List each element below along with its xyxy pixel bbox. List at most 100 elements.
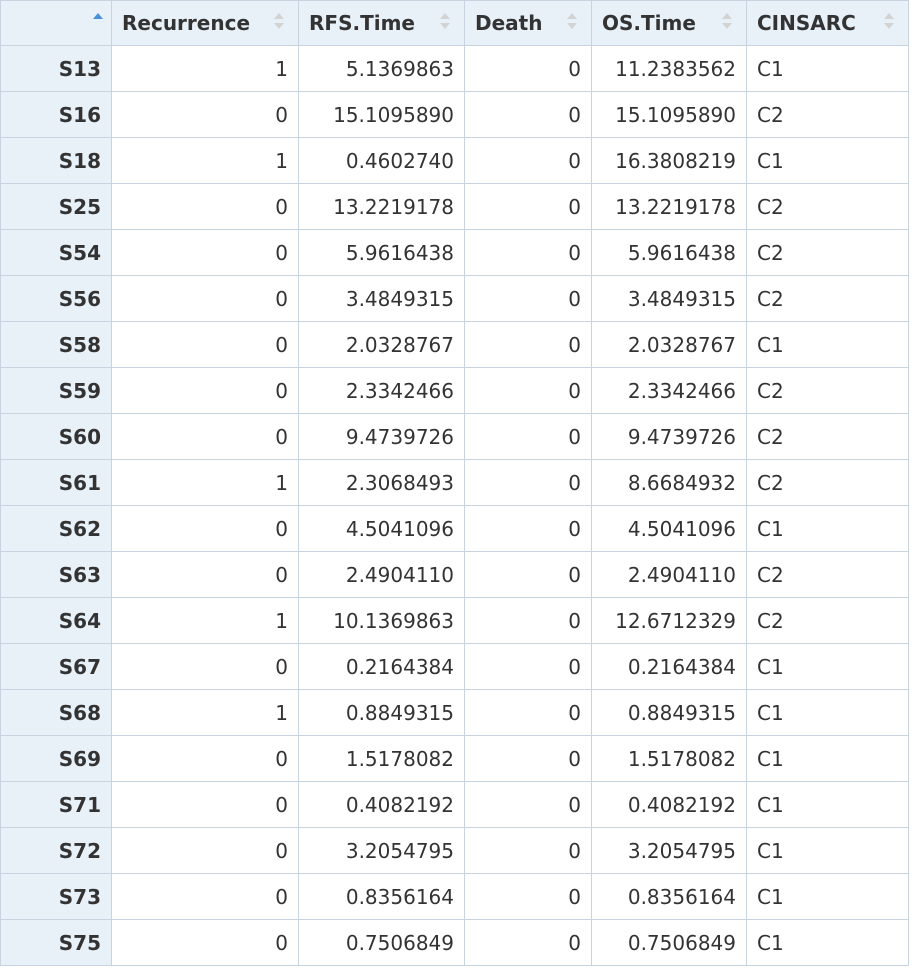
recurrence-cell: 0 [111, 321, 299, 368]
cinsarc-cell: C2 [746, 275, 909, 322]
recurrence-cell: 1 [111, 459, 299, 506]
rfs-time-cell: 2.3068493 [298, 459, 465, 506]
os-time-cell: 9.4739726 [591, 413, 747, 460]
column-header-death[interactable]: Death [464, 0, 592, 46]
rfs-time-cell: 2.0328767 [298, 321, 465, 368]
table-row[interactable]: S54 0 5.9616438 0 5.9616438 C2 [0, 229, 909, 276]
os-time-cell: 2.0328767 [591, 321, 747, 368]
column-header-recurrence[interactable]: Recurrence [111, 0, 299, 46]
column-header-os-time[interactable]: OS.Time [591, 0, 747, 46]
table-row[interactable]: S68 1 0.8849315 0 0.8849315 C1 [0, 689, 909, 736]
death-cell: 0 [464, 505, 592, 552]
table-row[interactable]: S71 0 0.4082192 0 0.4082192 C1 [0, 781, 909, 828]
table-row[interactable]: S56 0 3.4849315 0 3.4849315 C2 [0, 275, 909, 322]
recurrence-cell: 0 [111, 275, 299, 322]
sort-updown-icon[interactable] [884, 13, 894, 33]
table-row[interactable]: S75 0 0.7506849 0 0.7506849 C1 [0, 919, 909, 966]
column-header-label: OS.Time [602, 11, 696, 35]
table-row[interactable]: S73 0 0.8356164 0 0.8356164 C1 [0, 873, 909, 920]
table-row[interactable]: S67 0 0.2164384 0 0.2164384 C1 [0, 643, 909, 690]
rfs-time-cell: 5.1369863 [298, 45, 465, 92]
cinsarc-cell: C2 [746, 459, 909, 506]
table-row[interactable]: S60 0 9.4739726 0 9.4739726 C2 [0, 413, 909, 460]
death-cell: 0 [464, 827, 592, 874]
table-row[interactable]: S13 1 5.1369863 0 11.2383562 C1 [0, 45, 909, 92]
table-body: S13 1 5.1369863 0 11.2383562 C1 S16 0 15.1095890… [0, 45, 909, 966]
row-name-cell: S16 [0, 91, 112, 138]
recurrence-cell: 1 [111, 597, 299, 644]
sort-updown-icon[interactable] [722, 13, 732, 33]
death-cell: 0 [464, 229, 592, 276]
row-name-cell: S18 [0, 137, 112, 184]
table-row[interactable]: S64 1 10.1369863 0 12.6712329 C2 [0, 597, 909, 644]
column-header-cinsarc[interactable]: CINSARC [746, 0, 909, 46]
os-time-cell: 4.5041096 [591, 505, 747, 552]
os-time-cell: 15.1095890 [591, 91, 747, 138]
cinsarc-cell: C2 [746, 413, 909, 460]
recurrence-cell: 0 [111, 183, 299, 230]
table-row[interactable]: S62 0 4.5041096 0 4.5041096 C1 [0, 505, 909, 552]
table-row[interactable]: S72 0 3.2054795 0 3.2054795 C1 [0, 827, 909, 874]
rownames-column-header[interactable] [0, 0, 112, 46]
recurrence-cell: 0 [111, 91, 299, 138]
rfs-time-cell: 0.8849315 [298, 689, 465, 736]
rfs-time-cell: 0.7506849 [298, 919, 465, 966]
cinsarc-cell: C2 [746, 597, 909, 644]
rfs-time-cell: 1.5178082 [298, 735, 465, 782]
column-header-rfs-time[interactable]: RFS.Time [298, 0, 465, 46]
death-cell: 0 [464, 183, 592, 230]
recurrence-cell: 1 [111, 45, 299, 92]
row-name-cell: S60 [0, 413, 112, 460]
cinsarc-cell: C1 [746, 643, 909, 690]
table-row[interactable]: S63 0 2.4904110 0 2.4904110 C2 [0, 551, 909, 598]
recurrence-cell: 0 [111, 643, 299, 690]
cinsarc-cell: C2 [746, 229, 909, 276]
table-row[interactable]: S16 0 15.1095890 0 15.1095890 C2 [0, 91, 909, 138]
os-time-cell: 13.2219178 [591, 183, 747, 230]
table-row[interactable]: S25 0 13.2219178 0 13.2219178 C2 [0, 183, 909, 230]
row-name-cell: S71 [0, 781, 112, 828]
recurrence-cell: 1 [111, 137, 299, 184]
table-row[interactable]: S61 1 2.3068493 0 8.6684932 C2 [0, 459, 909, 506]
rfs-time-cell: 0.2164384 [298, 643, 465, 690]
cinsarc-cell: C1 [746, 919, 909, 966]
death-cell: 0 [464, 137, 592, 184]
cinsarc-cell: C2 [746, 367, 909, 414]
recurrence-cell: 0 [111, 505, 299, 552]
cinsarc-cell: C1 [746, 321, 909, 368]
death-cell: 0 [464, 321, 592, 368]
row-name-cell: S72 [0, 827, 112, 874]
sort-updown-icon[interactable] [274, 13, 284, 33]
table-row[interactable]: S58 0 2.0328767 0 2.0328767 C1 [0, 321, 909, 368]
sort-ascending-icon[interactable] [93, 13, 103, 33]
row-name-cell: S56 [0, 275, 112, 322]
cinsarc-cell: C1 [746, 827, 909, 874]
rfs-time-cell: 15.1095890 [298, 91, 465, 138]
rfs-time-cell: 9.4739726 [298, 413, 465, 460]
row-name-cell: S75 [0, 919, 112, 966]
rfs-time-cell: 2.4904110 [298, 551, 465, 598]
header-row: Recurrence RFS.Time Death OS.Time CINSAR… [0, 0, 909, 46]
table-row[interactable]: S59 0 2.3342466 0 2.3342466 C2 [0, 367, 909, 414]
rfs-time-cell: 3.4849315 [298, 275, 465, 322]
row-name-cell: S73 [0, 873, 112, 920]
rfs-time-cell: 0.4082192 [298, 781, 465, 828]
rfs-time-cell: 0.4602740 [298, 137, 465, 184]
recurrence-cell: 0 [111, 781, 299, 828]
os-time-cell: 0.7506849 [591, 919, 747, 966]
cinsarc-cell: C1 [746, 873, 909, 920]
death-cell: 0 [464, 735, 592, 782]
recurrence-cell: 0 [111, 551, 299, 598]
rfs-time-cell: 5.9616438 [298, 229, 465, 276]
death-cell: 0 [464, 689, 592, 736]
table-row[interactable]: S69 0 1.5178082 0 1.5178082 C1 [0, 735, 909, 782]
death-cell: 0 [464, 551, 592, 598]
cinsarc-cell: C1 [746, 781, 909, 828]
recurrence-cell: 0 [111, 367, 299, 414]
os-time-cell: 11.2383562 [591, 45, 747, 92]
sort-updown-icon[interactable] [567, 13, 577, 33]
row-name-cell: S13 [0, 45, 112, 92]
sort-updown-icon[interactable] [440, 13, 450, 33]
table-row[interactable]: S18 1 0.4602740 0 16.3808219 C1 [0, 137, 909, 184]
rfs-time-cell: 10.1369863 [298, 597, 465, 644]
